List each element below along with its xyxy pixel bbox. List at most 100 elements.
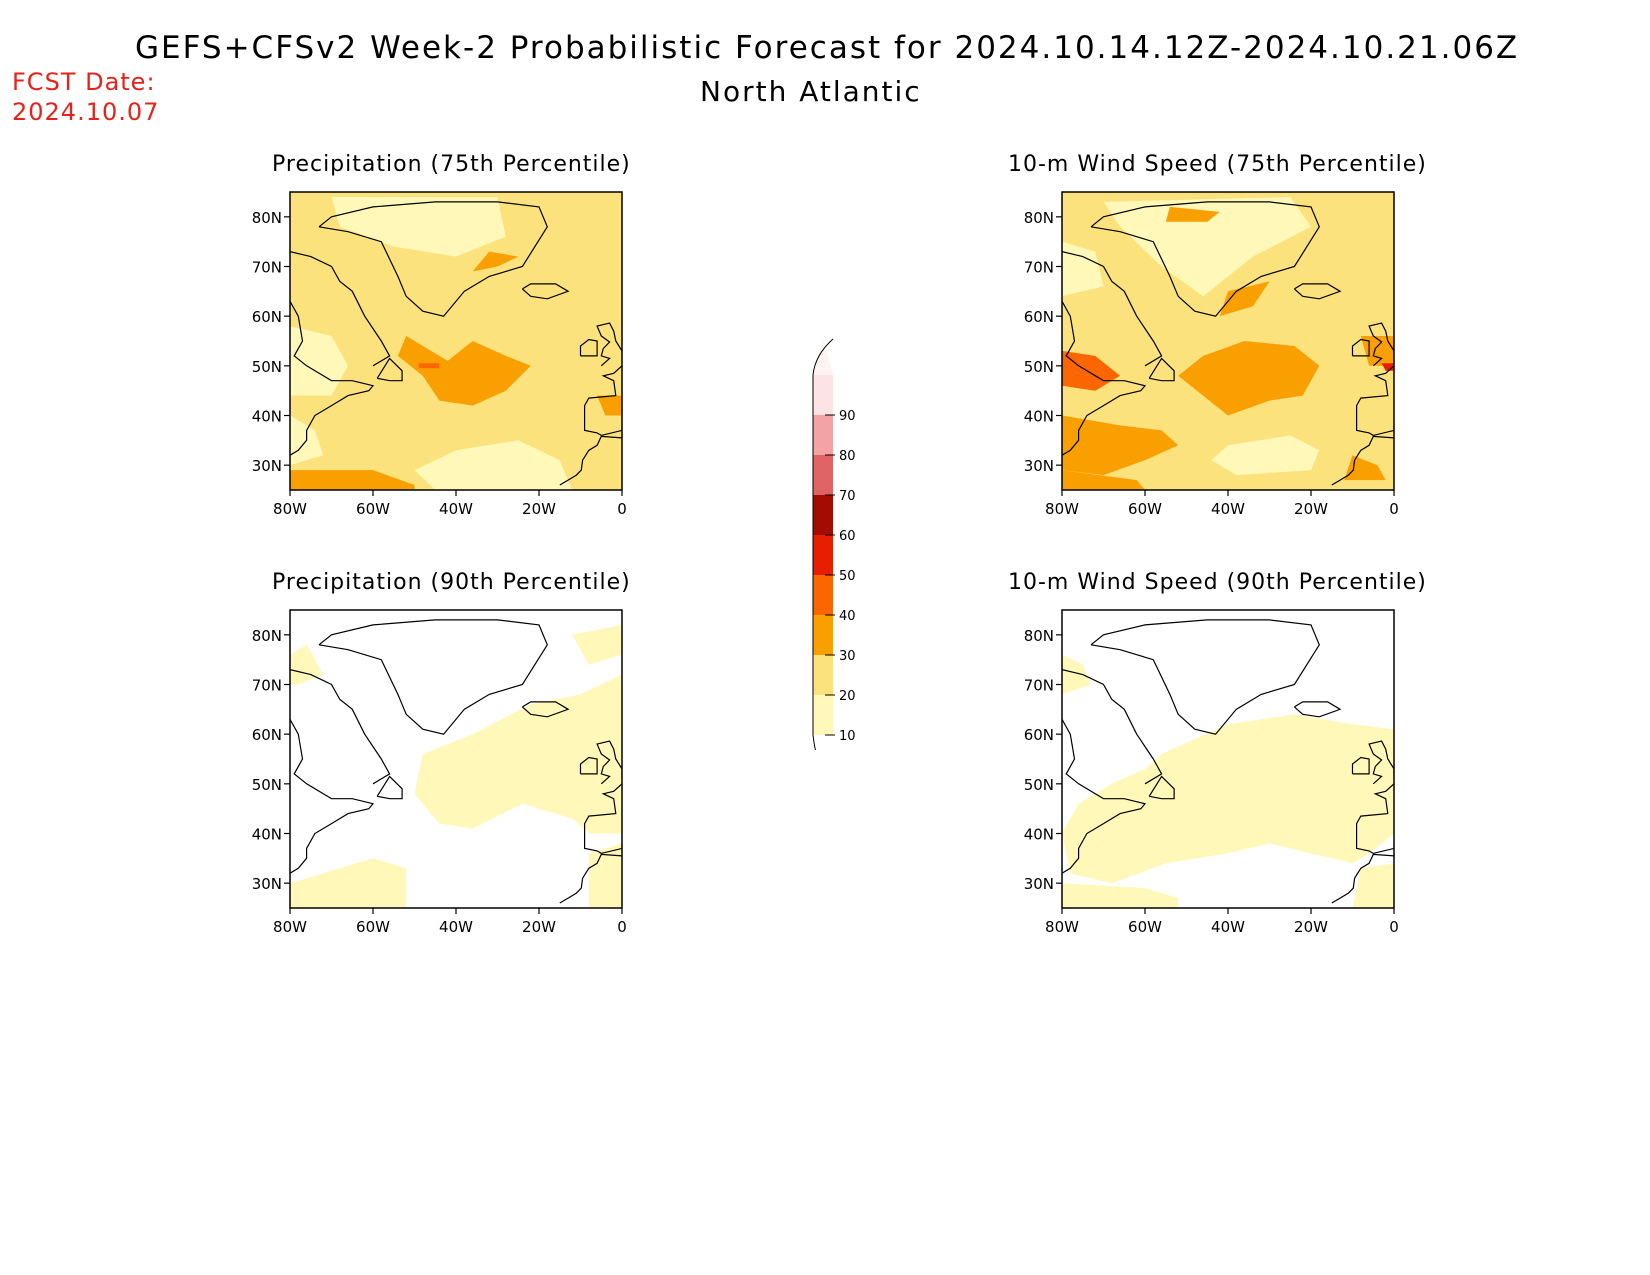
- lon-tick-label: 0: [1389, 500, 1399, 518]
- lat-tick-label: 50N: [252, 776, 282, 794]
- probability-region: [1165, 206, 1220, 222]
- lat-tick-label: 60N: [1024, 726, 1054, 744]
- coastline: [1062, 251, 1163, 367]
- lon-tick-label: 0: [617, 500, 627, 518]
- panel-title-precip-75: Precipitation (75th Percentile): [272, 152, 631, 177]
- map-wind-75: 80N 70N 60N 50N 40N 30N 80W 60W 40W 20W 0: [1024, 191, 1399, 518]
- probability-region: [572, 624, 622, 665]
- lon-tick-label: 40W: [1211, 918, 1245, 936]
- coastline: [596, 740, 622, 785]
- probability-region: [414, 440, 573, 490]
- coastline: [1294, 283, 1342, 300]
- probability-region: [414, 674, 622, 834]
- coastline: [1090, 201, 1320, 317]
- lon-tick-label: 60W: [356, 500, 390, 518]
- main-title: GEFS+CFSv2 Week-2 Probabilistic Forecast…: [135, 30, 1520, 66]
- lon-tick-label: 40W: [439, 500, 473, 518]
- colorbar-label: 40: [839, 609, 856, 624]
- probability-region: [1062, 654, 1091, 695]
- lat-tick-label: 50N: [1024, 776, 1054, 794]
- lat-tick-label: 50N: [252, 358, 282, 376]
- map-field: [1062, 192, 1394, 490]
- lat-tick-label: 30N: [252, 875, 282, 893]
- panel-title-precip-90: Precipitation (90th Percentile): [272, 570, 631, 595]
- region-subtitle: North Atlantic: [700, 75, 922, 108]
- coastline: [579, 756, 598, 775]
- lat-tick-label: 30N: [1024, 457, 1054, 475]
- coastline: [522, 701, 570, 718]
- probability-region: [290, 470, 415, 490]
- colorbar-label: 90: [839, 409, 856, 424]
- lat-tick-label: 70N: [252, 677, 282, 695]
- lon-tick-label: 40W: [1211, 500, 1245, 518]
- map-field: [290, 610, 622, 908]
- probability-region: [290, 858, 407, 908]
- colorbar: 10 20 30 40 50 60 70 80 90: [812, 338, 856, 750]
- coastline: [290, 301, 375, 456]
- coastline: [584, 365, 622, 437]
- lon-tick-label: 80W: [1045, 918, 1079, 936]
- map-precip-90: 80N 70N 60N 50N 40N 30N 80W 60W 40W 20W 0: [252, 609, 627, 936]
- probability-region: [1103, 197, 1311, 297]
- colorbar-upper-tip: [813, 339, 833, 375]
- colorbar-segment: [813, 375, 833, 415]
- map-field: [1062, 610, 1394, 908]
- lon-tick-label: 20W: [1294, 918, 1328, 936]
- colorbar-label: 50: [839, 569, 856, 584]
- lat-tick-label: 70N: [252, 259, 282, 277]
- coastline: [1331, 853, 1394, 904]
- colorbar-segment: [813, 615, 833, 655]
- panel-title-wind-90: 10-m Wind Speed (90th Percentile): [1008, 570, 1427, 595]
- probability-region: [397, 336, 531, 406]
- coastline: [1356, 365, 1394, 437]
- probability-region: [1062, 415, 1179, 476]
- coastline: [1351, 756, 1370, 775]
- lat-tick-label: 60N: [1024, 308, 1054, 326]
- lat-tick-label: 80N: [252, 627, 282, 645]
- lat-tick-label: 50N: [1024, 358, 1054, 376]
- colorbar-segment: [813, 455, 833, 495]
- panel-title-wind-75: 10-m Wind Speed (75th Percentile): [1008, 152, 1427, 177]
- probability-region: [290, 644, 324, 685]
- probability-region: [1062, 241, 1104, 297]
- lat-tick-label: 80N: [1024, 627, 1054, 645]
- probability-region: [1352, 863, 1394, 908]
- colorbar-segment: [813, 695, 833, 735]
- lon-tick-label: 20W: [1294, 500, 1328, 518]
- lon-tick-label: 80W: [1045, 500, 1079, 518]
- lon-tick-label: 40W: [439, 918, 473, 936]
- coastline: [559, 435, 622, 486]
- coastline: [290, 251, 391, 367]
- probability-region: [418, 363, 440, 369]
- colorbar-label: 20: [839, 689, 856, 704]
- lon-tick-label: 20W: [522, 500, 556, 518]
- colorbar-segment: [813, 575, 833, 615]
- lat-tick-label: 60N: [252, 726, 282, 744]
- lat-tick-label: 40N: [252, 408, 282, 426]
- coastline: [318, 619, 548, 735]
- probability-region: [331, 197, 506, 257]
- colorbar-label: 70: [839, 489, 856, 504]
- probability-region: [1062, 883, 1179, 908]
- fcst-date-label: FCST Date:: [12, 68, 156, 96]
- lon-tick-label: 0: [1389, 918, 1399, 936]
- colorbar-label: 10: [839, 729, 856, 744]
- map-wind-90: 80N 70N 60N 50N 40N 30N 80W 60W 40W 20W 0: [1024, 609, 1399, 936]
- lat-tick-label: 70N: [1024, 677, 1054, 695]
- lat-tick-label: 40N: [252, 826, 282, 844]
- lat-tick-label: 70N: [1024, 259, 1054, 277]
- colorbar-segment: [813, 535, 833, 575]
- coastline: [1090, 619, 1320, 735]
- lat-tick-label: 60N: [252, 308, 282, 326]
- fcst-date-value: 2024.10.07: [12, 98, 160, 126]
- colorbar-segment: [813, 415, 833, 455]
- map-field: [290, 192, 622, 490]
- coastline: [1368, 740, 1394, 785]
- lat-tick-label: 80N: [252, 209, 282, 227]
- coastline: [579, 338, 598, 357]
- coastline: [290, 669, 391, 785]
- coastline: [1331, 435, 1394, 486]
- lon-tick-label: 0: [617, 918, 627, 936]
- lon-tick-label: 60W: [356, 918, 390, 936]
- coastline: [376, 775, 403, 800]
